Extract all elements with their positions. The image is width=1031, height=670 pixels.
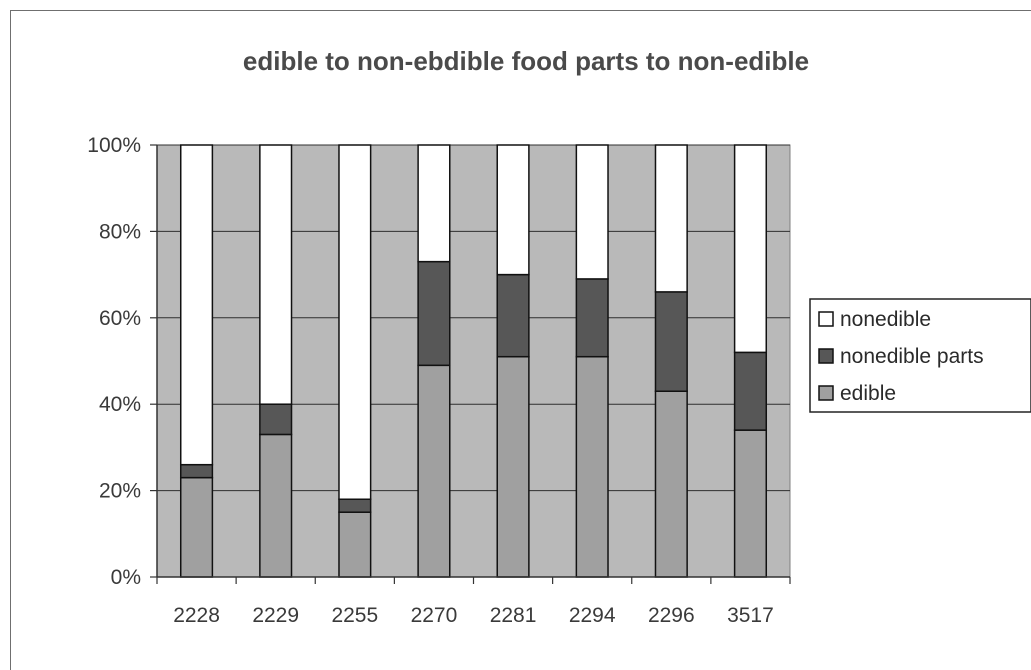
- bar-segment-edible: [733, 429, 768, 578]
- legend-swatch-nonedible: [818, 311, 834, 327]
- bar-segment-nonedible: [179, 144, 214, 466]
- legend-label-nonedible-parts: nonedible parts: [840, 345, 984, 368]
- bar-segment-edible: [259, 433, 293, 578]
- legend: nonedible nonedible parts edible: [809, 298, 1031, 413]
- bar-segment-nonedible: [338, 144, 372, 500]
- legend-swatch-edible: [818, 385, 834, 401]
- x-tick-label: 2255: [331, 604, 378, 627]
- y-tick-label: 0%: [111, 566, 141, 589]
- plot-area: [156, 144, 791, 578]
- x-tick-label: 2294: [569, 604, 616, 627]
- bar-segment-nonedible: [259, 144, 293, 405]
- bar-segment-edible: [338, 511, 372, 578]
- x-tick-label: 2296: [648, 604, 695, 627]
- legend-swatch-nonedible-parts: [818, 348, 834, 364]
- y-axis: 0% 20% 40% 60% 80% 100%: [87, 134, 158, 589]
- bar-segment-nonedible: [733, 144, 768, 354]
- bar-segment-edible: [496, 355, 530, 578]
- bar-segment-edible: [179, 476, 214, 578]
- bar-segment-edible: [654, 390, 688, 578]
- bar-segment-nonedible-parts: [417, 260, 451, 367]
- bar-segment-nonedible: [575, 144, 609, 280]
- bar-segment-nonedible: [654, 144, 688, 293]
- bar-segment-nonedible-parts: [259, 403, 293, 436]
- chart-title: edible to non-ebdible food parts to non-…: [243, 46, 809, 76]
- legend-label-nonedible: nonedible: [840, 308, 931, 331]
- bar-segment-edible: [417, 364, 451, 578]
- x-tick-label: 2229: [252, 604, 299, 627]
- bar-segment-nonedible-parts: [733, 351, 768, 431]
- y-tick-label: 60%: [99, 307, 141, 330]
- bar-segment-nonedible-parts: [179, 463, 214, 479]
- bar-segment-nonedible-parts: [496, 273, 530, 358]
- bar-segment-nonedible: [496, 144, 530, 276]
- legend-label-edible: edible: [840, 382, 896, 405]
- x-tick-label: 2228: [173, 604, 220, 627]
- y-tick-label: 100%: [87, 134, 141, 157]
- x-tick-label: 2270: [411, 604, 458, 627]
- x-tick-label: 2281: [490, 604, 537, 627]
- bar-segment-nonedible-parts: [338, 498, 372, 513]
- legend-box: [809, 298, 1031, 413]
- y-tick-label: 80%: [99, 220, 141, 243]
- bar-segment-nonedible-parts: [575, 278, 609, 358]
- x-axis: 2228 2229 2255 2270 2281 2294 2296 3517: [156, 576, 791, 627]
- bar-segment-nonedible-parts: [654, 291, 688, 392]
- y-tick-label: 20%: [99, 480, 141, 503]
- bar-segment-edible: [575, 355, 609, 578]
- bar-segment-nonedible: [417, 144, 451, 263]
- x-tick-label: 3517: [727, 604, 774, 627]
- y-tick-label: 40%: [99, 393, 141, 416]
- plot-background: [156, 144, 791, 578]
